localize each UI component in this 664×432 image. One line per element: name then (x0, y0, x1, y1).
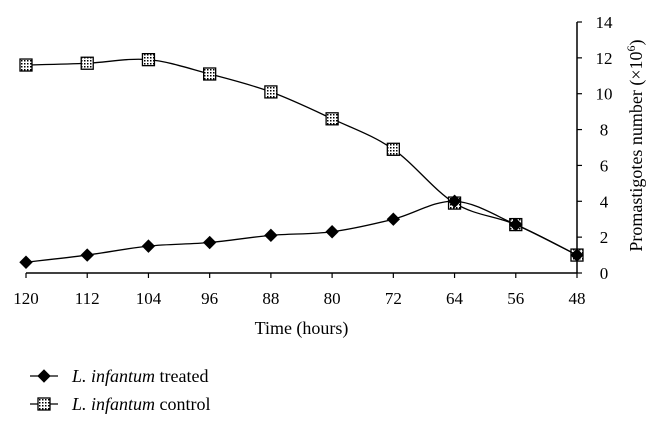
series-layer (19, 53, 584, 269)
data-point-control (80, 56, 94, 70)
data-point-control (19, 58, 33, 72)
y-tick-label: 4 (600, 192, 609, 211)
x-tick-label: 88 (262, 289, 279, 308)
legend-control-marker (37, 397, 51, 411)
y-axis-title: Promastigotes number (×106) (624, 39, 647, 251)
data-point-treated (509, 217, 523, 232)
y-axis-ticks: 0 2 4 6 8 10 12 14 (577, 13, 613, 283)
y-axis-title-close: ) (626, 39, 647, 45)
y-tick-label: 12 (596, 49, 613, 68)
x-tick-label: 120 (13, 289, 39, 308)
data-point-treated (80, 248, 94, 262)
y-tick-label: 0 (600, 264, 609, 283)
x-tick-label: 104 (136, 289, 162, 308)
x-tick-label: 64 (446, 289, 464, 308)
x-tick-label: 80 (324, 289, 341, 308)
data-point-control (203, 67, 217, 81)
y-axis-title-main: Promastigotes number (×10 (626, 51, 647, 251)
legend: L. infantum treated L. infantum control (30, 366, 211, 414)
y-axis-title-superscript: 6 (624, 45, 638, 51)
x-axis-title: Time (hours) (255, 318, 349, 339)
series-treated (19, 194, 584, 269)
legend-marker-shape (37, 397, 51, 411)
data-point-treated (264, 228, 278, 243)
legend-item-treated: L. infantum treated (30, 366, 208, 386)
legend-treated-condition: treated (155, 366, 208, 386)
y-tick-label: 14 (596, 13, 614, 32)
data-point-treated (141, 239, 156, 253)
data-point-treated (325, 225, 339, 239)
data-point-control (264, 85, 278, 99)
legend-treated-marker (37, 369, 51, 383)
series-control-line (25, 58, 578, 256)
legend-control-condition: control (155, 394, 211, 414)
y-tick-label: 2 (600, 228, 609, 247)
y-tick-label: 8 (600, 121, 609, 140)
data-point-treated (447, 194, 462, 208)
legend-treated-label: L. infantum treated (71, 366, 208, 386)
legend-treated-species: L. infantum (71, 366, 155, 386)
data-point-control (386, 142, 400, 156)
data-point-treated (202, 235, 217, 250)
x-tick-label: 48 (569, 289, 586, 308)
x-tick-label: 56 (507, 289, 524, 308)
x-tick-label: 112 (75, 289, 100, 308)
data-point-treated (19, 255, 33, 269)
legend-control-species: L. infantum (71, 394, 155, 414)
x-axis-ticks: 120 112 104 96 88 80 72 64 56 48 (13, 273, 586, 308)
data-point-control (325, 112, 339, 126)
axes: 120 112 104 96 88 80 72 64 56 48 0 2 4 6 8 10 12 14 (13, 13, 613, 308)
x-tick-label: 72 (385, 289, 402, 308)
data-point-treated (570, 248, 584, 262)
y-tick-label: 10 (596, 85, 613, 104)
series-control (19, 53, 584, 262)
legend-marker-shape (37, 369, 51, 383)
x-tick-label: 96 (201, 289, 218, 308)
legend-item-control: L. infantum control (30, 394, 211, 414)
series-treated-line (25, 200, 578, 263)
legend-control-label: L. infantum control (71, 394, 211, 414)
data-point-control (141, 53, 156, 67)
y-tick-label: 6 (600, 156, 609, 175)
data-point-treated (386, 212, 401, 226)
